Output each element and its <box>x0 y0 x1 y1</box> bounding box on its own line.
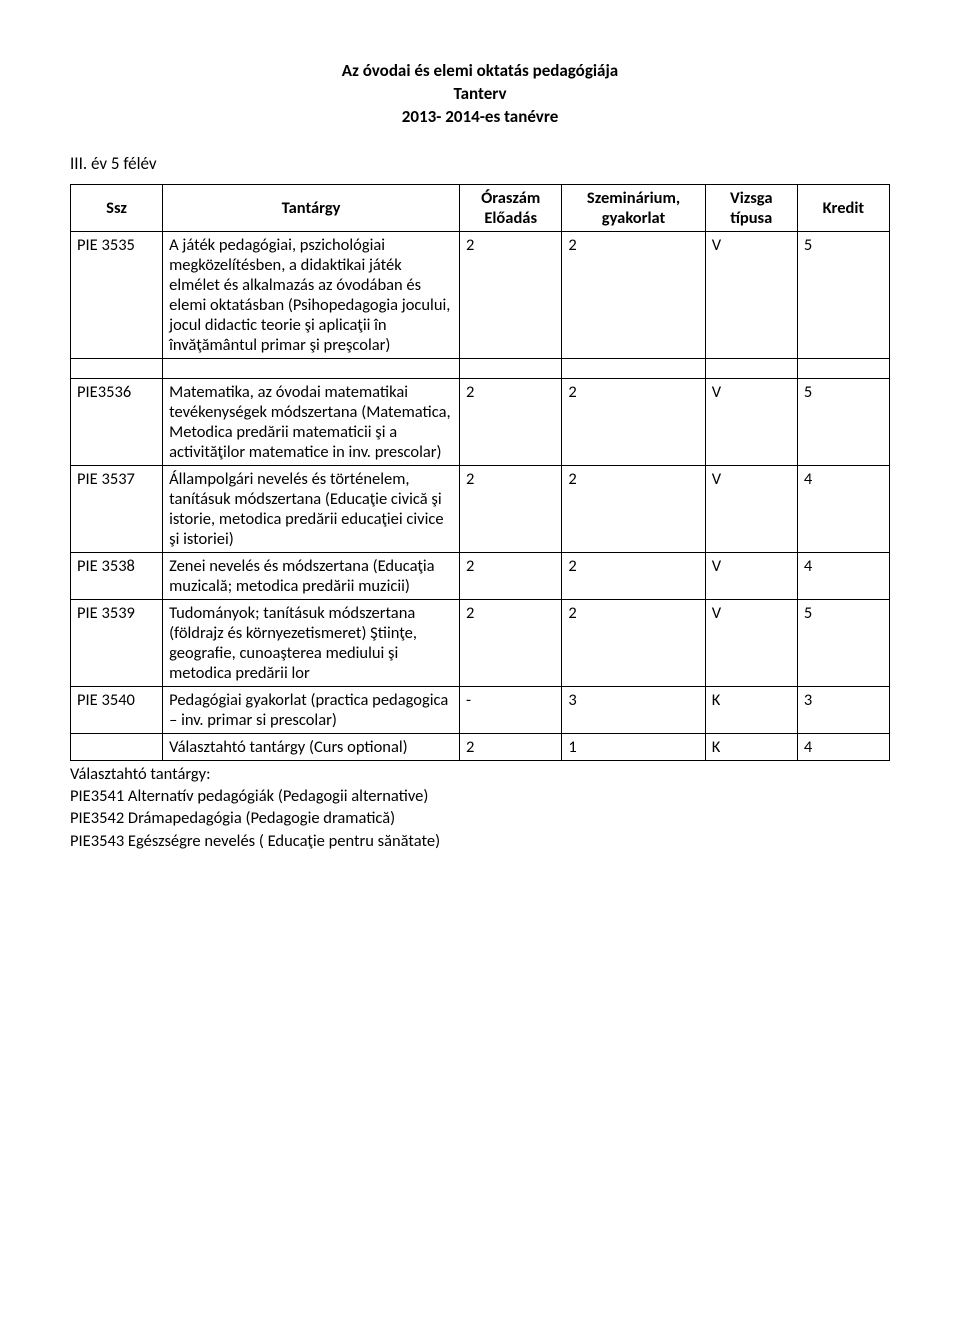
table-header-row: Ssz Tantárgy Óraszám Előadás Szeminárium… <box>71 184 890 231</box>
cell-kredit: 4 <box>797 465 889 552</box>
cell-szeminarium: 2 <box>562 378 705 465</box>
footer-line-1: Választahtó tantárgy: <box>70 763 890 785</box>
spacer-cell <box>460 358 562 378</box>
cell-oraszam: 2 <box>460 231 562 358</box>
table-row: PIE 3540Pedagógiai gyakorlat (practica p… <box>71 686 890 733</box>
cell-ssz: PIE 3538 <box>71 552 163 599</box>
cell-kredit: 5 <box>797 599 889 686</box>
curriculum-table: Ssz Tantárgy Óraszám Előadás Szeminárium… <box>70 184 890 761</box>
cell-tantargy: A játék pedagógiai, pszichológiai megköz… <box>163 231 460 358</box>
cell-kredit: 5 <box>797 378 889 465</box>
cell-szeminarium: 3 <box>562 686 705 733</box>
cell-tantargy: Pedagógiai gyakorlat (practica pedagogic… <box>163 686 460 733</box>
table-row: PIE 3539Tudományok; tanításuk módszertan… <box>71 599 890 686</box>
table-row: Választahtó tantárgy (Curs optional)21K4 <box>71 733 890 760</box>
header-line-1: Az óvodai és elemi oktatás pedagógiája <box>70 60 890 83</box>
cell-tantargy: Tudományok; tanításuk módszertana (földr… <box>163 599 460 686</box>
cell-ssz: PIE 3537 <box>71 465 163 552</box>
footer-line-4: PIE3543 Egészségre nevelés ( Educaţie pe… <box>70 830 890 852</box>
table-body: PIE 3535A játék pedagógiai, pszichológia… <box>71 231 890 760</box>
col-ssz: Ssz <box>71 184 163 231</box>
cell-oraszam: 2 <box>460 552 562 599</box>
cell-kredit: 5 <box>797 231 889 358</box>
semester-label: III. év 5 félév <box>70 153 890 174</box>
cell-vizsga: V <box>705 231 797 358</box>
spacer-cell <box>163 358 460 378</box>
cell-szeminarium: 2 <box>562 599 705 686</box>
cell-ssz <box>71 733 163 760</box>
cell-vizsga: K <box>705 733 797 760</box>
table-row: PIE3536Matematika, az óvodai matematikai… <box>71 378 890 465</box>
cell-oraszam: 2 <box>460 599 562 686</box>
cell-ssz: PIE3536 <box>71 378 163 465</box>
header-line-2: Tanterv <box>70 83 890 106</box>
col-szeminarium: Szeminárium, gyakorlat <box>562 184 705 231</box>
document-header: Az óvodai és elemi oktatás pedagógiája T… <box>70 60 890 129</box>
footer-line-3: PIE3542 Drámapedagógia (Pedagogie dramat… <box>70 807 890 829</box>
cell-oraszam: 2 <box>460 378 562 465</box>
col-tantargy: Tantárgy <box>163 184 460 231</box>
cell-szeminarium: 1 <box>562 733 705 760</box>
cell-szeminarium: 2 <box>562 552 705 599</box>
header-line-3: 2013- 2014-es tanévre <box>70 106 890 129</box>
col-oraszam-top: Óraszám <box>466 188 555 208</box>
col-oraszam: Óraszám Előadás <box>460 184 562 231</box>
col-kredit: Kredit <box>797 184 889 231</box>
table-row: PIE 3537Állampolgári nevelés és történel… <box>71 465 890 552</box>
cell-oraszam: - <box>460 686 562 733</box>
cell-tantargy: Választahtó tantárgy (Curs optional) <box>163 733 460 760</box>
cell-vizsga: V <box>705 552 797 599</box>
cell-vizsga: V <box>705 599 797 686</box>
cell-kredit: 4 <box>797 733 889 760</box>
cell-tantargy: Zenei nevelés és módszertana (Educaţia m… <box>163 552 460 599</box>
cell-tantargy: Állampolgári nevelés és történelem, taní… <box>163 465 460 552</box>
table-row: PIE 3538Zenei nevelés és módszertana (Ed… <box>71 552 890 599</box>
cell-ssz: PIE 3539 <box>71 599 163 686</box>
cell-kredit: 3 <box>797 686 889 733</box>
cell-vizsga: V <box>705 378 797 465</box>
spacer-cell <box>705 358 797 378</box>
spacer-cell <box>71 358 163 378</box>
col-oraszam-bottom: Előadás <box>466 208 555 228</box>
footer-line-2: PIE3541 Alternatív pedagógiák (Pedagogii… <box>70 785 890 807</box>
table-row <box>71 358 890 378</box>
cell-szeminarium: 2 <box>562 231 705 358</box>
spacer-cell <box>797 358 889 378</box>
cell-oraszam: 2 <box>460 465 562 552</box>
cell-kredit: 4 <box>797 552 889 599</box>
spacer-cell <box>562 358 705 378</box>
cell-vizsga: K <box>705 686 797 733</box>
cell-ssz: PIE 3540 <box>71 686 163 733</box>
cell-vizsga: V <box>705 465 797 552</box>
cell-oraszam: 2 <box>460 733 562 760</box>
col-vizsga: Vizsga típusa <box>705 184 797 231</box>
table-row: PIE 3535A játék pedagógiai, pszichológia… <box>71 231 890 358</box>
cell-ssz: PIE 3535 <box>71 231 163 358</box>
footer-block: Választahtó tantárgy: PIE3541 Alternatív… <box>70 763 890 852</box>
cell-tantargy: Matematika, az óvodai matematikai tevéke… <box>163 378 460 465</box>
cell-szeminarium: 2 <box>562 465 705 552</box>
